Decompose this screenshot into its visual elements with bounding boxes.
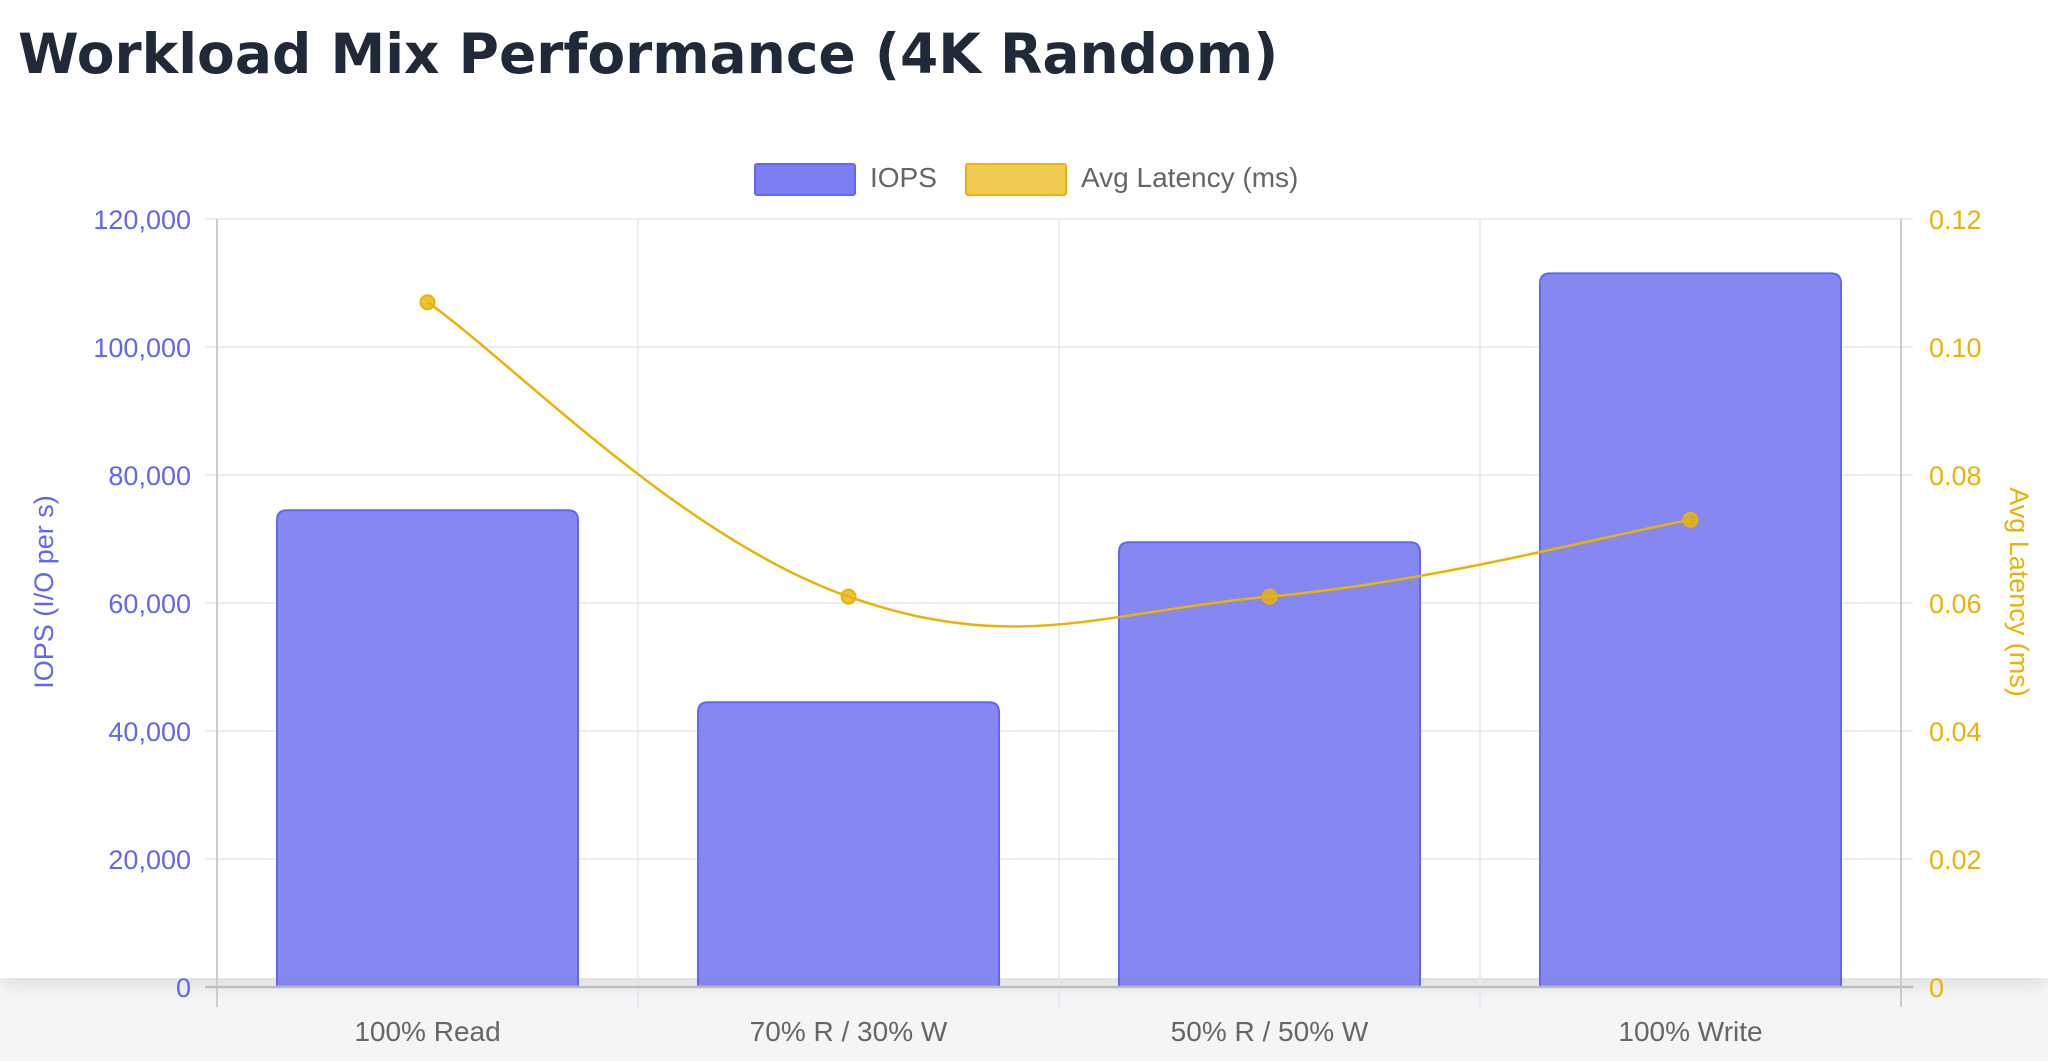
y-right-tick-label: 0.10: [1929, 333, 1982, 363]
y-right-tick-label: 0.02: [1929, 845, 1982, 875]
y-axis-right-title: Avg Latency (ms): [2004, 487, 2034, 697]
legend-swatch-iops[interactable]: [754, 163, 856, 196]
y-axis-left-title: IOPS (I/O per s): [29, 495, 59, 689]
y-left-tick-label: 20,000: [108, 845, 191, 875]
latency-point[interactable]: [1261, 588, 1278, 605]
y-right-tick-label: 0.04: [1929, 717, 1982, 747]
latency-line-path: [426, 301, 1691, 628]
legend-label-latency[interactable]: Avg Latency (ms): [1081, 162, 1298, 193]
y-right-tick-label: 0.06: [1929, 589, 1982, 619]
y-left-tick-label: 80,000: [108, 461, 191, 491]
y-left-tick-label: 120,000: [93, 205, 191, 235]
y-left-tick-label: 0: [176, 973, 191, 1003]
latency-point[interactable]: [1682, 511, 1699, 528]
x-tick-label: 70% R / 30% W: [750, 1016, 948, 1047]
x-tick-label: 50% R / 50% W: [1171, 1016, 1369, 1047]
latency-line: [419, 294, 1699, 628]
legend-swatch-latency[interactable]: [965, 163, 1067, 196]
page-title: Workload Mix Performance (4K Random): [18, 22, 1279, 86]
latency-point[interactable]: [419, 294, 436, 311]
y-right-tick-label: 0: [1929, 973, 1944, 1003]
axes: 0 0 20,000 0.02 40,000 0.04 60,000 0.06 80,000 0.…: [93, 205, 1981, 1047]
x-tick-label: 100% Read: [354, 1016, 500, 1047]
iops-bar[interactable]: [696, 701, 1001, 988]
iops-bars: [275, 272, 1843, 988]
y-right-tick-label: 0.08: [1929, 461, 1982, 491]
y-left-tick-label: 60,000: [108, 589, 191, 619]
y-right-tick-label: 0.12: [1929, 205, 1982, 235]
iops-bar[interactable]: [275, 509, 580, 988]
iops-bar[interactable]: [1117, 541, 1422, 988]
y-left-tick-label: 100,000: [93, 333, 191, 363]
latency-point[interactable]: [840, 588, 857, 605]
x-tick-label: 100% Write: [1618, 1016, 1762, 1047]
iops-bar[interactable]: [1538, 272, 1843, 988]
y-left-tick-label: 40,000: [108, 717, 191, 747]
legend-label-iops[interactable]: IOPS: [870, 162, 937, 193]
legend: IOPS Avg Latency (ms): [754, 162, 1298, 196]
